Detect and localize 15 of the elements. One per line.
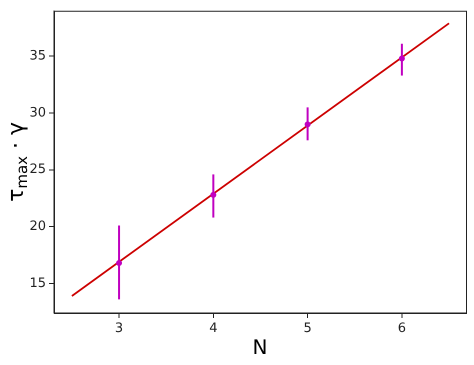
y-axis-title: τmax · γ bbox=[4, 122, 31, 202]
x-tick-label: 5 bbox=[303, 321, 312, 336]
point bbox=[210, 192, 216, 198]
y-tick-label: 25 bbox=[29, 162, 46, 178]
point bbox=[116, 260, 122, 266]
point bbox=[304, 121, 311, 128]
x-tick-label: 4 bbox=[209, 321, 218, 336]
point bbox=[398, 56, 405, 62]
y-tick-label: 20 bbox=[29, 219, 46, 234]
y-tick-label: 35 bbox=[29, 48, 46, 64]
y-tick-label: 15 bbox=[29, 276, 46, 291]
x-tick-label: 3 bbox=[114, 321, 124, 336]
x-tick-label: 6 bbox=[398, 321, 406, 336]
y-tick-label: 30 bbox=[29, 105, 46, 120]
x-axis-title: N bbox=[252, 335, 268, 360]
